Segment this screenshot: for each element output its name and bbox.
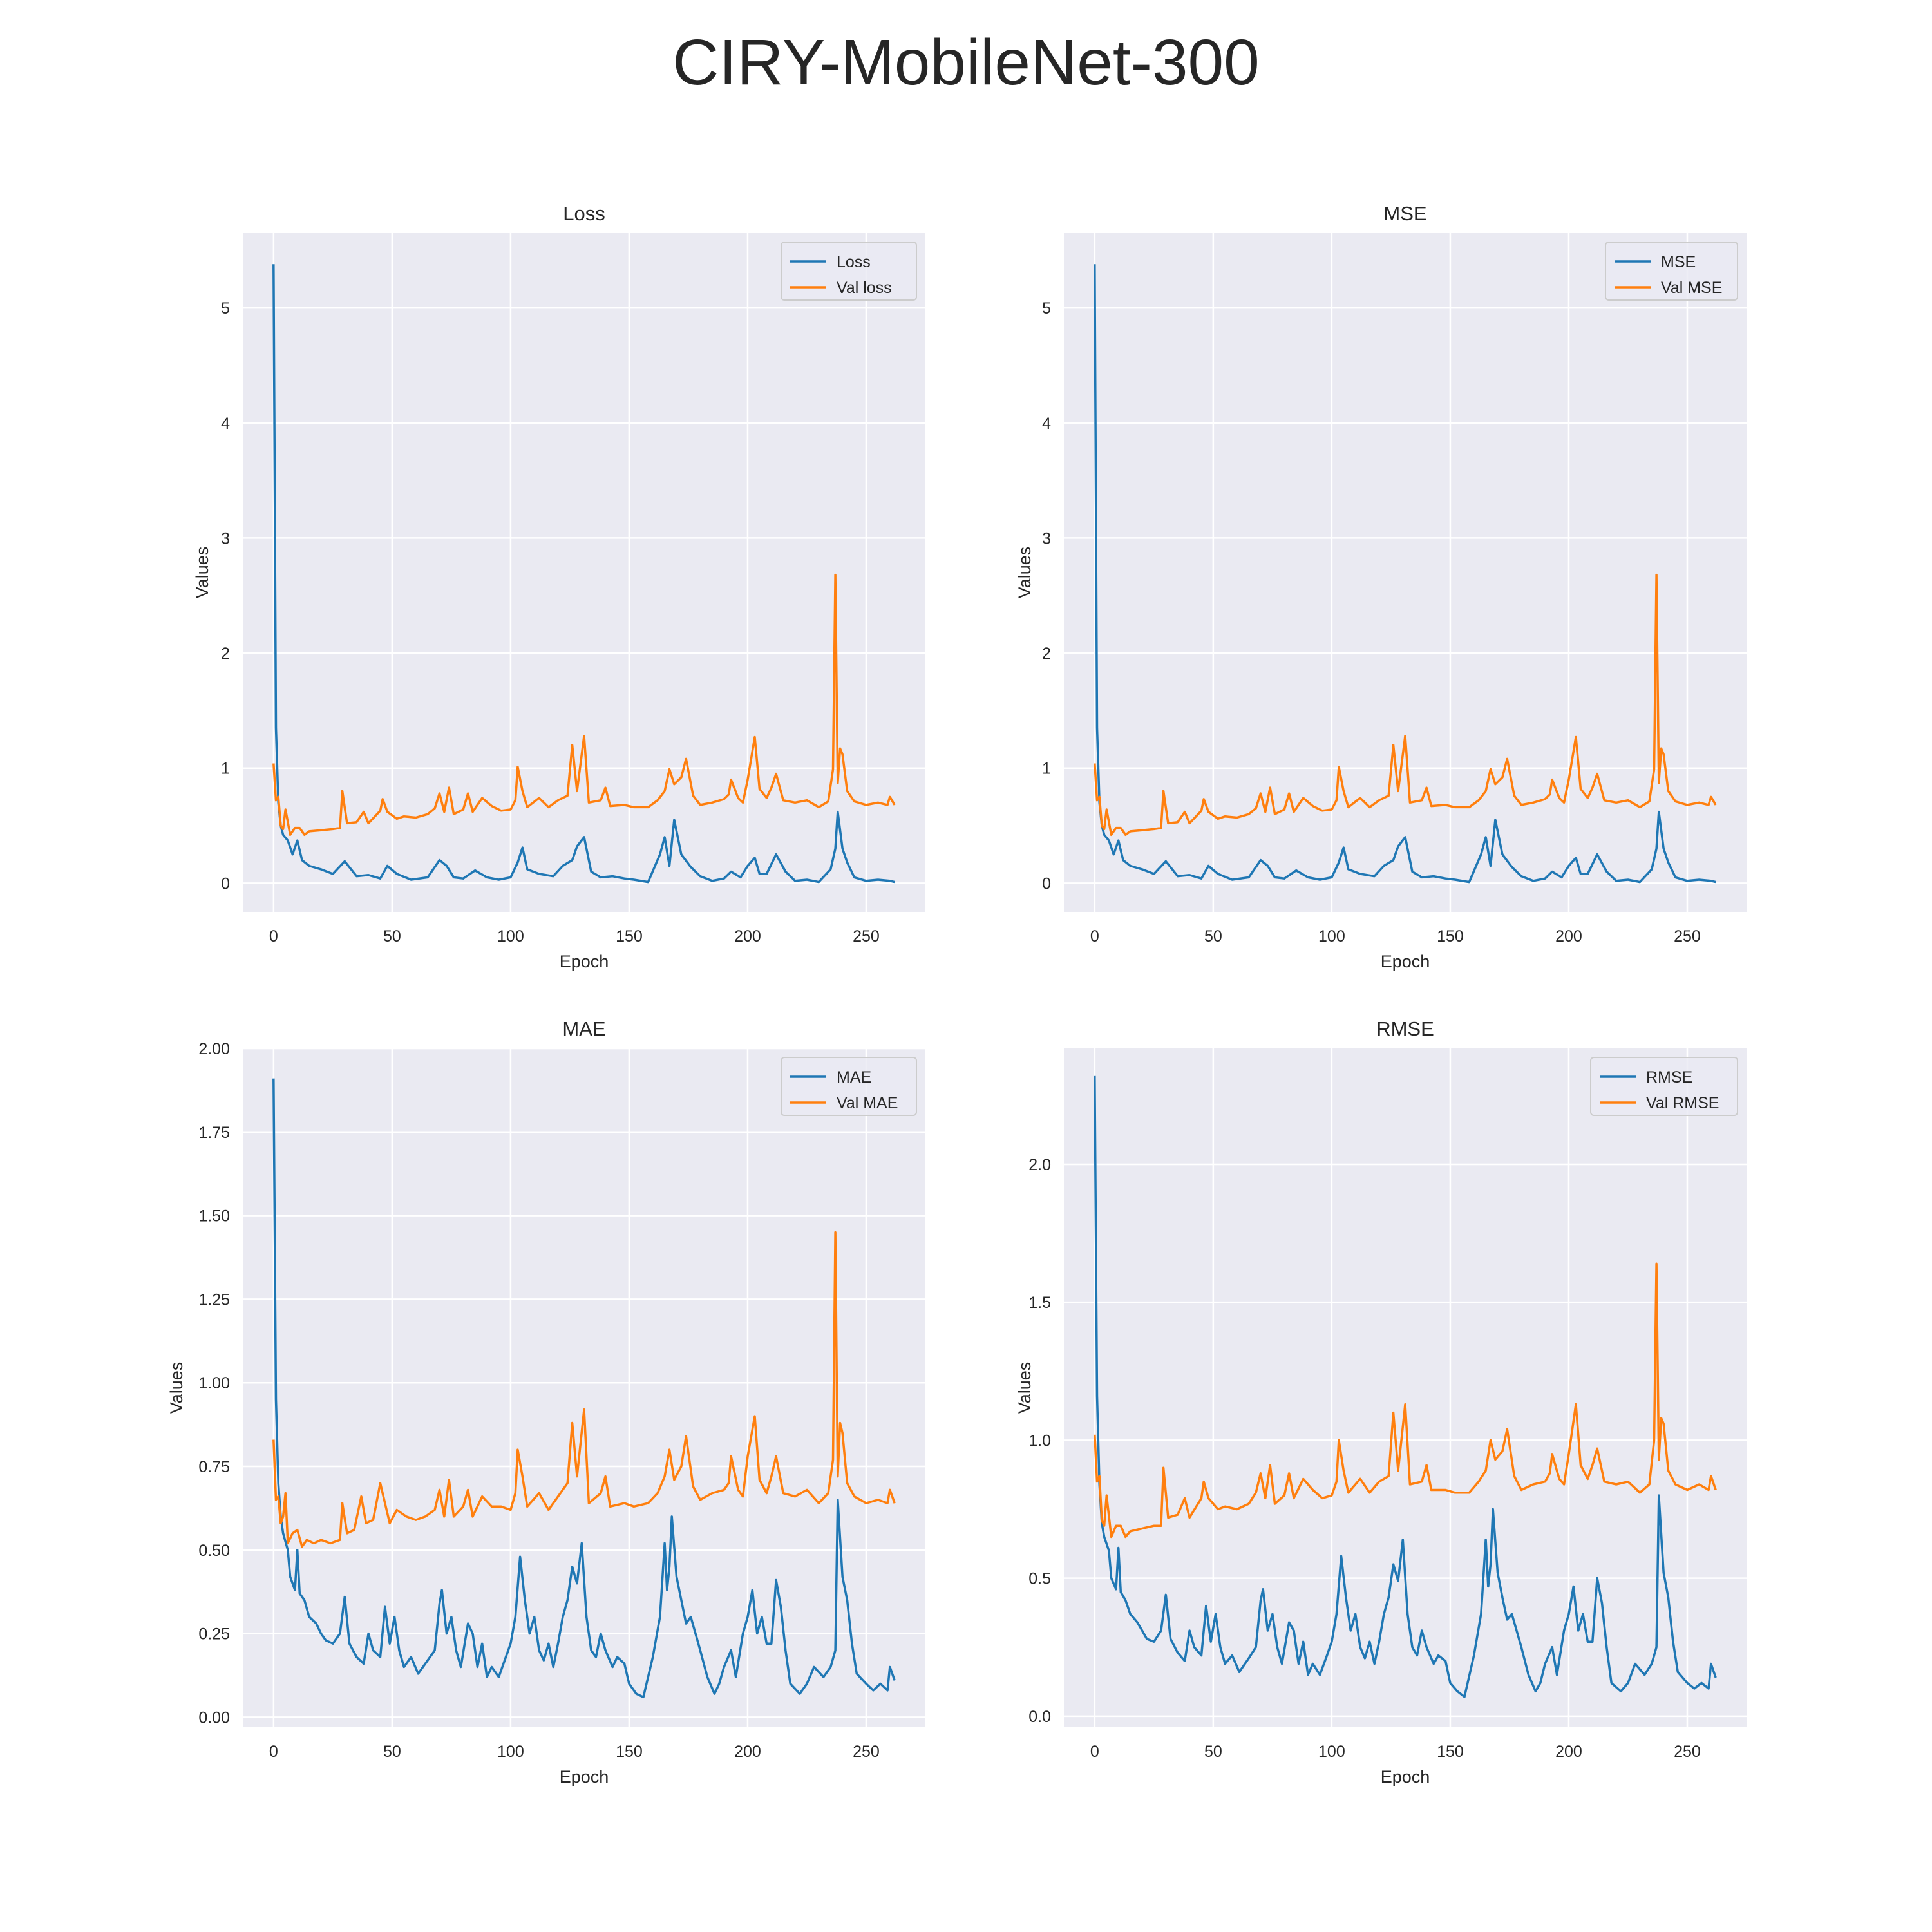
y-tick-label: 5 bbox=[1042, 299, 1051, 317]
x-tick-label: 100 bbox=[497, 1743, 524, 1761]
y-tick-label: 0.75 bbox=[198, 1458, 230, 1476]
legend-box bbox=[781, 242, 917, 301]
y-tick-label: 5 bbox=[221, 299, 230, 317]
plot-area bbox=[1064, 1048, 1747, 1727]
legend-box bbox=[1590, 1057, 1738, 1116]
x-axis-label: Epoch bbox=[560, 1767, 609, 1786]
y-tick-label: 4 bbox=[1042, 415, 1051, 433]
y-tick-label: 1.5 bbox=[1028, 1294, 1051, 1312]
x-tick-label: 200 bbox=[1555, 1743, 1582, 1761]
legend-label: MAE bbox=[837, 1068, 871, 1086]
x-tick-label: 150 bbox=[1437, 1743, 1464, 1761]
y-tick-label: 1.25 bbox=[198, 1291, 230, 1309]
legend-label: MSE bbox=[1661, 253, 1696, 271]
chart-rmse-panel: 0 50 100 150 200 250 0.0 0.5 1.0 1.5 2.0 Epoch Value… bbox=[1015, 1018, 1747, 1786]
y-tick-label: 1 bbox=[221, 760, 230, 778]
legend: MSE Val MSE bbox=[1605, 242, 1738, 301]
y-axis-label: Values bbox=[1015, 1362, 1034, 1414]
x-tick-label: 0 bbox=[269, 1743, 278, 1761]
y-tick-label: 1.75 bbox=[198, 1124, 230, 1142]
x-tick-label: 100 bbox=[497, 927, 524, 945]
y-tick-label: 2.00 bbox=[198, 1040, 230, 1058]
chart-title: Loss bbox=[563, 202, 605, 225]
x-tick-label: 150 bbox=[616, 927, 643, 945]
series-line-mse bbox=[1094, 264, 1716, 884]
y-tick-label: 1 bbox=[1042, 760, 1051, 778]
chart-mse-panel: 0 50 100 150 200 250 0 1 2 3 4 5 Epoch Values MSE MSE Va… bbox=[1015, 202, 1747, 971]
x-axis-label: Epoch bbox=[1381, 1767, 1430, 1786]
y-tick-label: 1.0 bbox=[1028, 1432, 1051, 1450]
series-line-rmse bbox=[1094, 1075, 1717, 1698]
x-tick-label: 250 bbox=[1674, 927, 1701, 945]
x-tick-label: 100 bbox=[1318, 927, 1345, 945]
y-tick-label: 4 bbox=[221, 415, 230, 433]
y-axis-label: Values bbox=[167, 1362, 186, 1414]
plot-area bbox=[1064, 233, 1747, 912]
y-tick-label: 3 bbox=[1042, 529, 1051, 547]
x-tick-label: 50 bbox=[1204, 1743, 1222, 1761]
series-line-val-loss bbox=[272, 573, 896, 837]
chart-loss-panel: 0 50 100 150 200 250012345EpochValuesLossLoss… bbox=[193, 202, 925, 971]
plot-area bbox=[243, 233, 925, 912]
y-tick-label: 3 bbox=[221, 529, 230, 547]
y-tick-label: 0.25 bbox=[198, 1625, 230, 1643]
legend-box bbox=[781, 1057, 917, 1116]
x-axis-label: Epoch bbox=[1381, 952, 1430, 971]
series-line-loss bbox=[272, 264, 895, 884]
y-axis-label: Values bbox=[1015, 547, 1034, 599]
y-tick-label: 0.00 bbox=[198, 1709, 230, 1727]
y-tick-label: 0 bbox=[221, 875, 230, 893]
x-tick-label: 0 bbox=[269, 927, 278, 945]
x-tick-label: 150 bbox=[616, 1743, 643, 1761]
x-tick-label: 250 bbox=[853, 927, 880, 945]
series-line-val-rmse bbox=[1094, 1262, 1717, 1539]
y-tick-label: 2 bbox=[221, 645, 230, 663]
x-tick-label: 50 bbox=[383, 927, 401, 945]
series-line-val-mae bbox=[272, 1231, 896, 1548]
legend: MAE Val MAE bbox=[781, 1057, 917, 1116]
y-tick-label: 0.50 bbox=[198, 1542, 230, 1560]
y-tick-label: 2.0 bbox=[1028, 1156, 1051, 1174]
x-tick-label: 250 bbox=[853, 1743, 880, 1761]
x-tick-label: 250 bbox=[1674, 1743, 1701, 1761]
y-axis-label: Values bbox=[193, 547, 212, 599]
y-tick-label: 1.00 bbox=[198, 1374, 230, 1392]
chart-title: RMSE bbox=[1376, 1018, 1434, 1040]
y-tick-label: 0.0 bbox=[1028, 1708, 1051, 1726]
x-tick-label: 0 bbox=[1090, 927, 1099, 945]
figure-title: CIRY-MobileNet-300 bbox=[672, 26, 1260, 99]
y-tick-label: 1.50 bbox=[198, 1208, 230, 1226]
y-tick-label: 2 bbox=[1042, 645, 1051, 663]
chart-title: MSE bbox=[1383, 202, 1426, 225]
legend-label: Val RMSE bbox=[1646, 1094, 1719, 1112]
legend-label: Val loss bbox=[837, 279, 892, 297]
series-line-val-mse bbox=[1094, 573, 1717, 837]
legend-label: Val MSE bbox=[1661, 279, 1722, 297]
y-tick-label: 0 bbox=[1042, 875, 1051, 893]
chart-title: MAE bbox=[562, 1018, 605, 1040]
x-tick-label: 200 bbox=[1555, 927, 1582, 945]
chart-mae-panel: 0 50 100 150 200 250 0.00 0.25 0.50 0.75 1.00 1.25 1… bbox=[167, 1018, 925, 1786]
series-line-mae bbox=[272, 1078, 896, 1699]
legend-label: RMSE bbox=[1646, 1068, 1692, 1086]
x-tick-label: 0 bbox=[1090, 1743, 1099, 1761]
legend: Loss Val loss bbox=[781, 242, 917, 301]
legend-label: Loss bbox=[837, 253, 871, 271]
x-tick-label: 150 bbox=[1437, 927, 1464, 945]
x-tick-label: 200 bbox=[734, 927, 761, 945]
x-tick-label: 50 bbox=[383, 1743, 401, 1761]
x-tick-label: 50 bbox=[1204, 927, 1222, 945]
y-tick-label: 0.5 bbox=[1028, 1570, 1051, 1588]
legend-label: Val MAE bbox=[837, 1094, 898, 1112]
legend: RMSE Val RMSE bbox=[1590, 1057, 1738, 1116]
x-tick-label: 200 bbox=[734, 1743, 761, 1761]
x-axis-label: Epoch bbox=[560, 952, 609, 971]
legend-box bbox=[1605, 242, 1738, 301]
x-tick-label: 100 bbox=[1318, 1743, 1345, 1761]
plot-area bbox=[243, 1048, 925, 1727]
